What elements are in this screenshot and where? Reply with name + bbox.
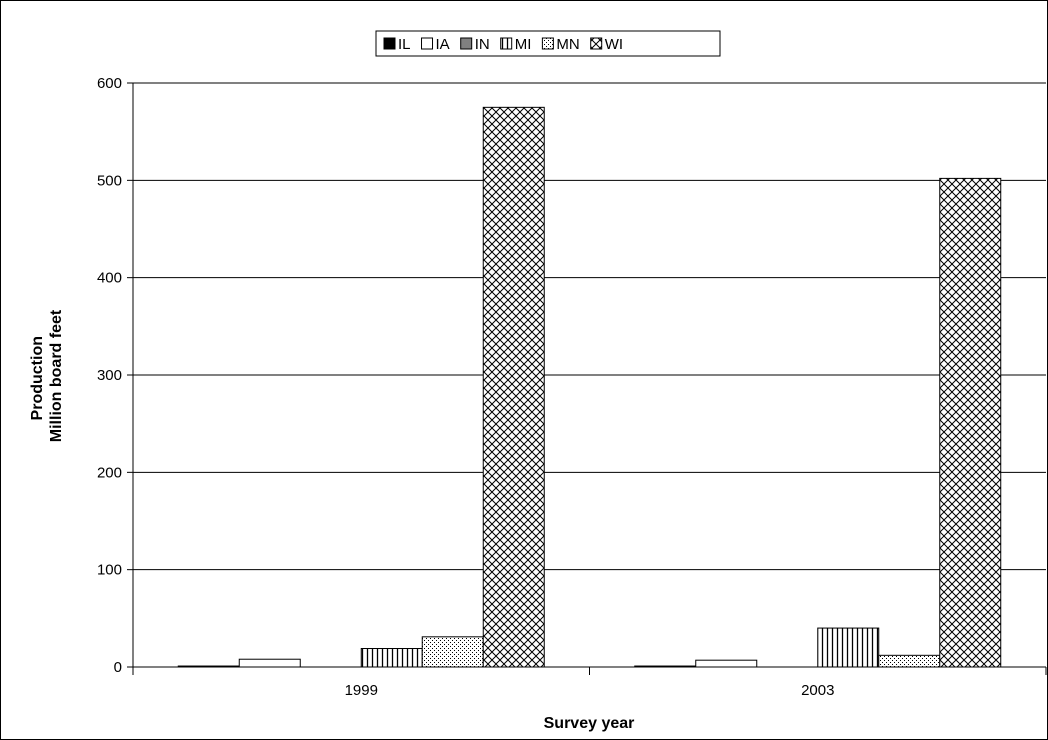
legend: IL IA IN MI MN WI <box>375 30 721 57</box>
bar-ia-2003 <box>695 659 758 668</box>
y-tick-label: 500 <box>97 172 122 189</box>
legend-label-wi: WI <box>605 36 623 53</box>
y-tick-label: 200 <box>97 464 122 481</box>
legend-label-in: IN <box>475 36 490 53</box>
axes <box>127 82 1047 675</box>
legend-label-ia: IA <box>436 36 450 53</box>
legend-label-mi: MI <box>515 36 532 53</box>
legend-label-il: IL <box>398 36 411 53</box>
gridlines <box>133 82 1046 571</box>
bar-mi-2003 <box>817 627 880 668</box>
legend-swatch-wi <box>590 37 603 50</box>
y-tick-label: 400 <box>97 270 122 287</box>
y-axis-title: Production Million board feet <box>29 309 65 442</box>
y-axis-title-line-2: Million board feet <box>48 309 65 442</box>
legend-label-mn: MN <box>556 36 579 53</box>
bar-wi-2003 <box>939 177 1002 668</box>
y-tick-label: 100 <box>97 562 122 579</box>
legend-swatch-mi <box>500 37 513 50</box>
bar-mn-1999 <box>421 636 484 668</box>
bar-mi-1999 <box>360 648 423 668</box>
bar-ia-1999 <box>238 658 301 668</box>
bars <box>177 106 1002 668</box>
y-tick-label: 0 <box>114 659 122 676</box>
legend-swatch-ia <box>421 37 434 50</box>
x-tick-label: 1999 <box>345 682 378 699</box>
axis-labels: 0 100 200 300 400 500 600 1999 2003 <box>97 75 834 699</box>
y-axis-title-line-1: Production <box>29 336 46 420</box>
legend-swatch-in <box>460 37 473 50</box>
y-tick-label: 300 <box>97 367 122 384</box>
y-tick-label: 600 <box>97 75 122 92</box>
bar-mn-2003 <box>878 654 941 668</box>
x-axis-title: Survey year <box>544 715 635 732</box>
bar-wi-1999 <box>482 106 545 668</box>
legend-swatch-mn <box>541 37 554 50</box>
x-tick-label: 2003 <box>801 682 834 699</box>
legend-swatch-il <box>383 37 396 50</box>
